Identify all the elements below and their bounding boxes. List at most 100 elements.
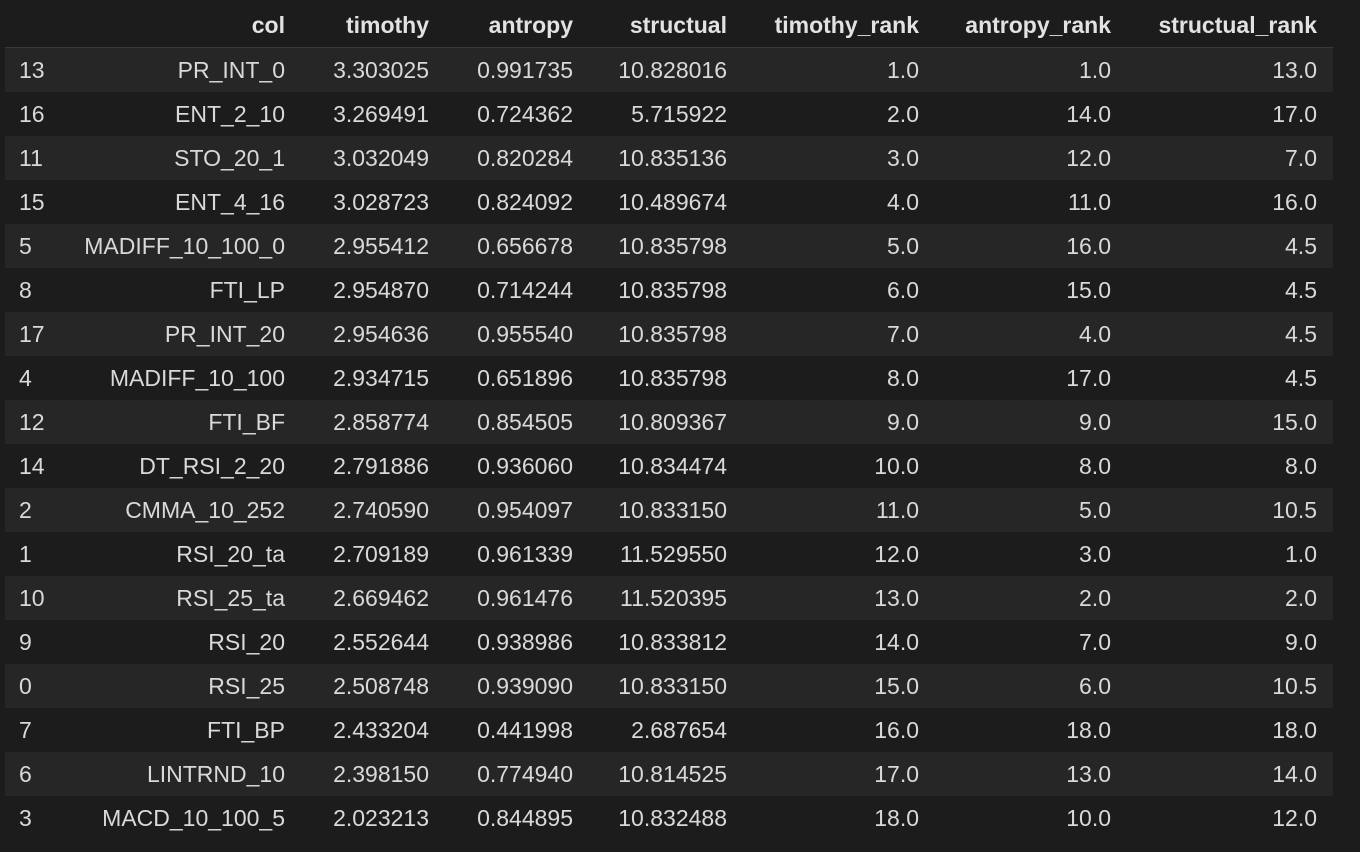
cell-antropy-rank: 4.0 bbox=[1079, 320, 1111, 347]
cell-col: FTI_BP bbox=[207, 716, 285, 743]
cell-antropy: 0.774940 bbox=[477, 760, 573, 787]
table-row: 7 FTI_BP 2.433204 0.441998 2.687654 16.0 18.0 1… bbox=[5, 708, 1333, 752]
header-antropy: antropy bbox=[445, 3, 589, 48]
cell-index: 7 bbox=[19, 716, 32, 743]
table-row: 9 RSI_20 2.552644 0.938986 10.833812 14.0 7.0 9… bbox=[5, 620, 1333, 664]
header-index bbox=[5, 3, 79, 48]
cell-timothy-rank: 9.0 bbox=[887, 408, 919, 435]
cell-timothy-rank: 4.0 bbox=[887, 188, 919, 215]
cell-col: FTI_LP bbox=[209, 276, 285, 303]
cell-structual-rank: 8.0 bbox=[1285, 452, 1317, 479]
cell-antropy: 0.651896 bbox=[477, 364, 573, 391]
cell-index: 16 bbox=[19, 100, 45, 127]
cell-index: 10 bbox=[19, 584, 45, 611]
cell-structual-rank: 4.5 bbox=[1285, 232, 1317, 259]
cell-structual: 10.832488 bbox=[618, 804, 727, 831]
cell-antropy: 0.954097 bbox=[477, 496, 573, 523]
cell-antropy-rank: 17.0 bbox=[1066, 364, 1111, 391]
table-row: 14 DT_RSI_2_20 2.791886 0.936060 10.834474 10… bbox=[5, 444, 1333, 488]
cell-timothy: 2.791886 bbox=[333, 452, 429, 479]
table-row: 5 MADIFF_10_100_0 2.955412 0.656678 10.83579… bbox=[5, 224, 1333, 268]
cell-structual-rank: 9.0 bbox=[1285, 628, 1317, 655]
cell-index: 15 bbox=[19, 188, 45, 215]
cell-timothy: 2.954636 bbox=[333, 320, 429, 347]
cell-index: 14 bbox=[19, 452, 45, 479]
cell-structual: 10.489674 bbox=[618, 188, 727, 215]
cell-structual-rank: 4.5 bbox=[1285, 320, 1317, 347]
cell-structual: 10.835798 bbox=[618, 320, 727, 347]
cell-structual-rank: 18.0 bbox=[1272, 716, 1317, 743]
cell-structual: 10.834474 bbox=[618, 452, 727, 479]
header-timothy-rank: timothy_rank bbox=[743, 3, 935, 48]
cell-timothy-rank: 12.0 bbox=[874, 540, 919, 567]
cell-timothy: 2.669462 bbox=[333, 584, 429, 611]
cell-structual-rank: 4.5 bbox=[1285, 364, 1317, 391]
table-row: 16 ENT_2_10 3.269491 0.724362 5.715922 2.0 14.… bbox=[5, 92, 1333, 136]
cell-structual-rank: 10.5 bbox=[1272, 672, 1317, 699]
cell-structual-rank: 13.0 bbox=[1272, 56, 1317, 83]
cell-antropy: 0.824092 bbox=[477, 188, 573, 215]
cell-col: RSI_20 bbox=[208, 628, 285, 655]
cell-structual-rank: 14.0 bbox=[1272, 760, 1317, 787]
dataframe-table: col timothy antropy structual timothy_ra… bbox=[5, 3, 1333, 840]
cell-antropy: 0.854505 bbox=[477, 408, 573, 435]
cell-antropy-rank: 9.0 bbox=[1079, 408, 1111, 435]
cell-antropy: 0.939090 bbox=[477, 672, 573, 699]
cell-timothy-rank: 5.0 bbox=[887, 232, 919, 259]
cell-index: 11 bbox=[19, 144, 43, 171]
cell-col: MADIFF_10_100_0 bbox=[84, 232, 285, 259]
cell-timothy-rank: 10.0 bbox=[874, 452, 919, 479]
cell-timothy-rank: 15.0 bbox=[874, 672, 919, 699]
cell-col: RSI_20_ta bbox=[176, 540, 285, 567]
cell-col: ENT_2_10 bbox=[175, 100, 285, 127]
cell-timothy: 2.433204 bbox=[333, 716, 429, 743]
table-row: 10 RSI_25_ta 2.669462 0.961476 11.520395 13.0… bbox=[5, 576, 1333, 620]
cell-timothy: 3.032049 bbox=[333, 144, 429, 171]
cell-timothy: 3.269491 bbox=[333, 100, 429, 127]
cell-timothy-rank: 11.0 bbox=[875, 496, 919, 523]
cell-timothy-rank: 7.0 bbox=[887, 320, 919, 347]
cell-timothy-rank: 13.0 bbox=[874, 584, 919, 611]
cell-antropy-rank: 13.0 bbox=[1066, 760, 1111, 787]
table-row: 6 LINTRND_10 2.398150 0.774940 10.814525 17.0… bbox=[5, 752, 1333, 796]
cell-antropy-rank: 18.0 bbox=[1066, 716, 1111, 743]
cell-antropy-rank: 8.0 bbox=[1079, 452, 1111, 479]
table-row: 1 RSI_20_ta 2.709189 0.961339 11.529550 12.0 3… bbox=[5, 532, 1333, 576]
table-row: 17 PR_INT_20 2.954636 0.955540 10.835798 7.0 4… bbox=[5, 312, 1333, 356]
cell-timothy: 2.934715 bbox=[333, 364, 429, 391]
cell-index: 3 bbox=[19, 804, 32, 831]
cell-col: MACD_10_100_5 bbox=[102, 804, 285, 831]
cell-timothy: 3.303025 bbox=[333, 56, 429, 83]
cell-structual: 10.833150 bbox=[618, 672, 727, 699]
cell-col: STO_20_1 bbox=[174, 144, 285, 171]
cell-antropy-rank: 5.0 bbox=[1079, 496, 1111, 523]
cell-col: DT_RSI_2_20 bbox=[139, 452, 285, 479]
cell-antropy-rank: 6.0 bbox=[1079, 672, 1111, 699]
cell-antropy: 0.961339 bbox=[477, 540, 573, 567]
cell-timothy: 2.740590 bbox=[333, 496, 429, 523]
cell-antropy-rank: 10.0 bbox=[1066, 804, 1111, 831]
table-row: 4 MADIFF_10_100 2.934715 0.651896 10.835798 8… bbox=[5, 356, 1333, 400]
cell-antropy: 0.714244 bbox=[477, 276, 573, 303]
cell-antropy: 0.844895 bbox=[477, 804, 573, 831]
cell-structual: 10.835798 bbox=[618, 364, 727, 391]
cell-structual: 5.715922 bbox=[631, 100, 727, 127]
table-row: 13 PR_INT_0 3.303025 0.991735 10.828016 1.0 1.… bbox=[5, 47, 1333, 92]
cell-structual-rank: 4.5 bbox=[1285, 276, 1317, 303]
cell-antropy-rank: 7.0 bbox=[1079, 628, 1111, 655]
cell-timothy: 2.858774 bbox=[333, 408, 429, 435]
cell-index: 2 bbox=[19, 496, 32, 523]
table-row: 12 FTI_BF 2.858774 0.854505 10.809367 9.0 9.0 1… bbox=[5, 400, 1333, 444]
cell-col: ENT_4_16 bbox=[175, 188, 285, 215]
cell-structual-rank: 10.5 bbox=[1272, 496, 1317, 523]
cell-structual-rank: 2.0 bbox=[1285, 584, 1317, 611]
cell-col: RSI_25 bbox=[208, 672, 285, 699]
table-row: 0 RSI_25 2.508748 0.939090 10.833150 15.0 6.0 1… bbox=[5, 664, 1333, 708]
cell-col: PR_INT_20 bbox=[164, 320, 285, 347]
cell-structual: 2.687654 bbox=[631, 716, 727, 743]
cell-antropy-rank: 11.0 bbox=[1067, 188, 1111, 215]
cell-structual: 11.529550 bbox=[619, 540, 727, 567]
cell-timothy: 2.508748 bbox=[333, 672, 429, 699]
cell-structual-rank: 17.0 bbox=[1272, 100, 1317, 127]
cell-index: 0 bbox=[19, 672, 32, 699]
